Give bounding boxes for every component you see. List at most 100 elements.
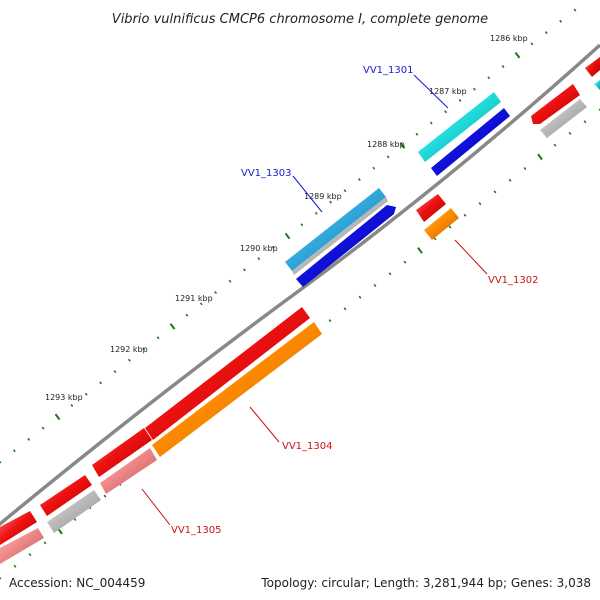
minor-tick-mark — [103, 494, 107, 498]
kbp-labels: 1286 kbp 1287 kbp 1288 kbp 1289 kbp 1290… — [45, 34, 528, 402]
minor-tick-mark — [199, 302, 203, 306]
cds-forward-feature — [585, 57, 600, 77]
minor-tick-mark — [523, 167, 527, 170]
cds-reverse-feature — [92, 428, 152, 477]
cds-reverse-feature — [40, 475, 92, 516]
minor-tick-mark — [328, 319, 332, 323]
minor-tick-mark — [429, 121, 433, 125]
minor-tick-mark — [41, 426, 45, 430]
minor-tick-mark — [583, 120, 587, 124]
minor-tick-mark — [156, 336, 160, 340]
kbp-label: 1290 kbp — [240, 244, 278, 253]
minor-tick-mark — [508, 178, 512, 182]
minor-tick-mark — [544, 31, 548, 35]
forward-features — [285, 57, 600, 287]
map-title: Vibrio vulnificus CMCP6 chromosome I, co… — [112, 12, 488, 27]
gene-label-vv1-1305[interactable]: VV1_1305 — [171, 525, 222, 536]
minor-tick-mark — [478, 202, 482, 206]
minor-tick-mark — [43, 541, 47, 545]
kbp-label: 1288 kbp — [367, 140, 405, 149]
minor-tick-mark — [214, 291, 218, 294]
cds-reverse-feature — [424, 208, 459, 240]
major-tick-mark — [169, 323, 176, 330]
minor-tick-mark — [487, 76, 491, 80]
cds-forward-feature — [296, 205, 396, 287]
minor-tick-mark — [444, 110, 448, 114]
minor-tick-mark — [13, 564, 17, 568]
leader-line — [292, 175, 323, 213]
minor-tick-mark — [530, 42, 534, 46]
cds-forward-feature — [594, 80, 600, 90]
minor-tick-mark — [463, 213, 467, 217]
minor-tick-mark — [113, 370, 117, 374]
minor-tick-mark — [257, 257, 261, 261]
major-tick-mark — [284, 232, 291, 240]
minor-tick-mark — [573, 8, 577, 12]
cds-forward-feature — [540, 99, 587, 138]
minor-tick-mark — [142, 347, 146, 351]
minor-tick-mark — [343, 189, 347, 193]
minor-tick-mark — [343, 307, 347, 311]
minor-tick-mark — [598, 108, 600, 112]
minor-tick-mark — [568, 131, 572, 135]
genome-backbone — [0, 43, 600, 527]
leader-line — [454, 239, 488, 275]
minor-tick-mark — [314, 211, 318, 215]
major-tick-mark — [537, 153, 543, 161]
minor-tick-mark — [472, 87, 476, 91]
major-tick-mark — [54, 413, 61, 421]
cds-forward-feature — [285, 188, 386, 271]
minor-tick-mark — [84, 392, 88, 396]
minor-tick-mark — [559, 19, 563, 23]
minor-tick-mark — [388, 272, 392, 276]
minor-tick-mark — [372, 166, 376, 170]
minor-tick-mark — [12, 449, 16, 453]
minor-tick-mark — [70, 404, 74, 407]
cds-reverse-feature — [100, 448, 157, 494]
minor-tick-mark — [553, 143, 557, 147]
minor-tick-mark — [373, 284, 377, 287]
gene-label-vv1-1302[interactable]: VV1_1302 — [488, 275, 539, 286]
minor-tick-mark — [329, 200, 333, 204]
accession-text: Accession: NC_004459 — [9, 576, 145, 590]
minor-tick-mark — [28, 553, 32, 557]
cds-forward-feature — [531, 84, 580, 124]
leader-line — [141, 488, 171, 526]
minor-tick-mark — [501, 65, 505, 68]
minor-tick-mark — [433, 237, 437, 241]
gene-labels: VV1_1301 VV1_1302 VV1_1303 VV1_1304 VV1_… — [171, 65, 539, 536]
kbp-label: 1292 kbp — [110, 345, 148, 354]
minor-tick-mark — [0, 460, 2, 464]
kbp-label: 1289 kbp — [304, 192, 342, 201]
kbp-label: 1286 kbp — [490, 34, 528, 43]
cds-forward-feature — [431, 108, 510, 176]
gene-label-vv1-1303[interactable]: VV1_1303 — [241, 168, 292, 179]
cds-reverse-feature — [145, 307, 310, 440]
kbp-label: 1291 kbp — [175, 294, 213, 303]
cds-forward-feature — [292, 197, 388, 275]
leader-line — [249, 406, 280, 443]
minor-tick-mark — [357, 178, 361, 181]
cds-reverse-feature — [0, 511, 37, 545]
major-tick-mark — [399, 142, 406, 149]
minor-tick-mark — [448, 225, 452, 229]
minor-tick-mark — [458, 98, 462, 102]
minor-tick-mark — [358, 295, 362, 299]
cds-forward-feature — [418, 92, 501, 162]
minor-tick-mark — [415, 132, 419, 136]
minor-tick-mark — [27, 437, 31, 441]
gene-label-vv1-1304[interactable]: VV1_1304 — [282, 441, 333, 452]
cds-reverse-feature — [47, 490, 101, 533]
minor-tick-mark — [127, 358, 131, 362]
minor-tick-mark — [300, 223, 304, 227]
minor-tick-mark — [228, 279, 232, 283]
minor-tick-mark — [386, 155, 390, 159]
minor-tick-mark — [493, 190, 497, 194]
cds-reverse-feature — [0, 528, 44, 564]
minor-tick-mark — [99, 381, 103, 385]
gene-label-vv1-1301[interactable]: VV1_1301 — [363, 65, 414, 76]
kbp-label: 1287 kbp — [429, 87, 467, 96]
minor-tick-mark — [403, 260, 407, 264]
minor-tick-mark — [271, 245, 275, 249]
